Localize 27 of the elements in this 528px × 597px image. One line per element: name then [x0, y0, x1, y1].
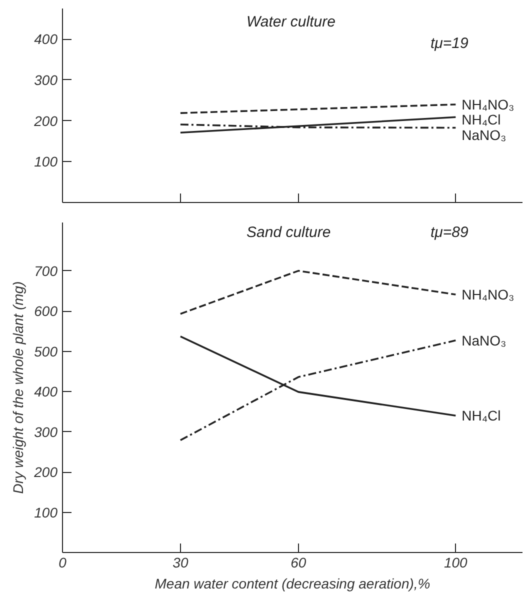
y-tick-label: 200 [33, 112, 58, 129]
y-tick-label: 100 [34, 154, 58, 170]
annotation: Sand culture [246, 224, 331, 241]
annotation: tμ=19 [430, 34, 469, 52]
x-tick-label: 100 [444, 554, 468, 570]
series-label: NH₄NO₃ [462, 286, 514, 303]
series-label: NaNO₃ [462, 332, 506, 348]
y-tick-label: 100 [34, 504, 58, 520]
annotation: tμ=89 [430, 224, 469, 241]
x-tick-label: 60 [290, 554, 306, 570]
y-tick-label: 400 [34, 384, 58, 400]
y-tick-label: 300 [34, 424, 58, 440]
x-tick-label: 30 [172, 554, 188, 570]
series-label: NaNO₃ [462, 126, 506, 143]
series-label: NH₄Cl [462, 112, 501, 128]
y-tick-label: 500 [34, 343, 58, 360]
y-tick-label: 700 [34, 262, 58, 279]
y-tick-label: 200 [33, 464, 58, 480]
series-label: NH₄Cl [462, 408, 501, 424]
annotation: Water culture [246, 14, 336, 31]
y-tick-label: 600 [34, 303, 58, 320]
y-axis-title: Dry weight of the whole plant (mg) [10, 281, 26, 494]
x-tick-label: 0 [58, 554, 67, 570]
y-tick-label: 300 [34, 72, 58, 88]
y-tick-label: 400 [34, 31, 58, 48]
x-axis-title: Mean water content (decreasing aeration),% [154, 576, 430, 592]
series-label: NH₄NO₃ [462, 96, 514, 112]
